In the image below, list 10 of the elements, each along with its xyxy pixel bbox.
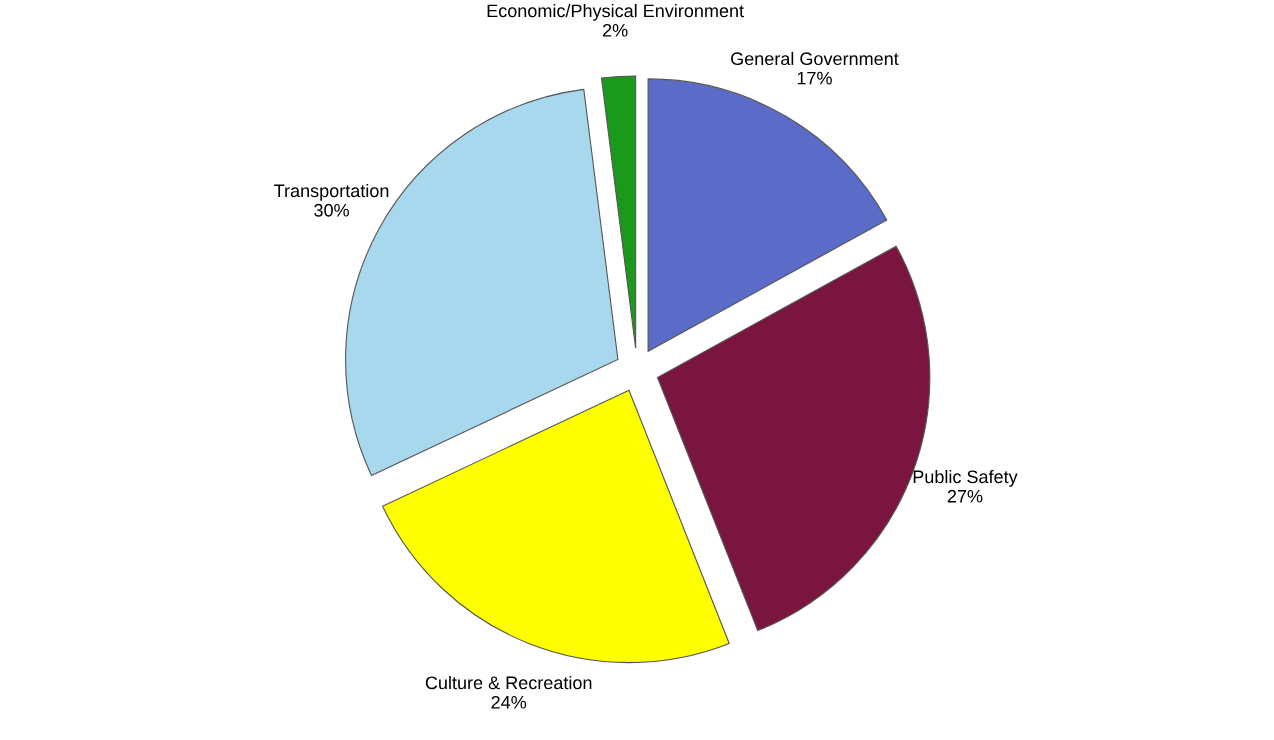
data-label: 2% [602, 23, 628, 37]
data-label: 27% [947, 489, 983, 503]
data-label: 24% [491, 695, 527, 709]
data-label: 17% [797, 71, 832, 85]
data-label: 30% [314, 203, 349, 217]
slice-label: Public Safety [913, 469, 1018, 487]
slice-label: Economic/Physical Environment [487, 3, 744, 21]
slice-label: Culture & Recreation [425, 675, 592, 690]
slice-label: Transportation [274, 183, 389, 201]
slice-label: General Government [731, 51, 899, 66]
